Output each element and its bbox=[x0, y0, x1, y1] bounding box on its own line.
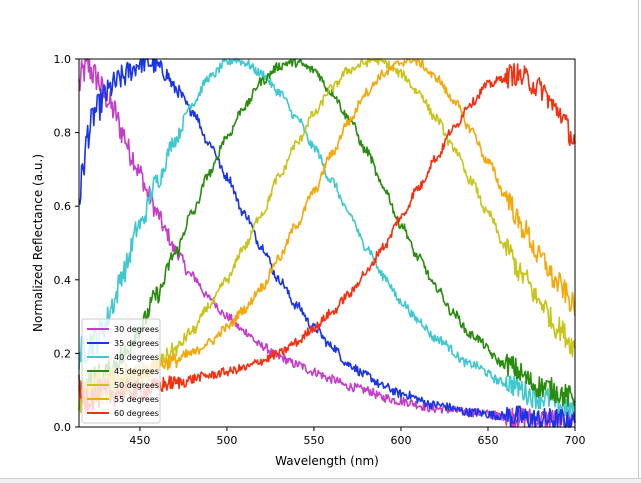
x-tick-label: 650 bbox=[477, 434, 498, 447]
x-tick-label: 500 bbox=[216, 434, 237, 447]
legend-entry: 35 degrees bbox=[114, 339, 159, 348]
y-tick-label: 0.6 bbox=[54, 200, 72, 213]
series-line-40-degrees bbox=[78, 58, 576, 418]
legend-entry: 60 degrees bbox=[114, 409, 159, 418]
legend-entry: 50 degrees bbox=[114, 381, 159, 390]
window-bottom-strip bbox=[0, 478, 641, 483]
series-line-50-degrees bbox=[78, 58, 576, 413]
y-tick-label: 0.4 bbox=[54, 274, 72, 287]
window-right-border bbox=[638, 0, 639, 483]
legend-entry: 55 degrees bbox=[114, 395, 159, 404]
legend-entry: 30 degrees bbox=[114, 325, 159, 334]
legend-entry: 45 degrees bbox=[114, 367, 159, 376]
x-tick-label: 700 bbox=[565, 434, 586, 447]
x-axis-ticks: 450 500 550 600 650 700 bbox=[129, 427, 586, 447]
x-tick-label: 450 bbox=[129, 434, 150, 447]
series-line-45-degrees bbox=[78, 58, 576, 407]
x-axis-label: Wavelength (nm) bbox=[275, 454, 379, 468]
y-tick-label: 0.8 bbox=[54, 127, 72, 140]
legend-entry: 40 degrees bbox=[114, 353, 159, 362]
x-tick-label: 550 bbox=[303, 434, 324, 447]
series-line-35-degrees bbox=[78, 58, 576, 428]
series-line-55-degrees bbox=[78, 58, 576, 405]
series-line-60-degrees bbox=[78, 62, 576, 414]
y-tick-label: 0.0 bbox=[54, 421, 72, 434]
y-tick-label: 0.2 bbox=[54, 347, 72, 360]
legend-box bbox=[81, 318, 161, 424]
x-tick-label: 600 bbox=[390, 434, 411, 447]
legend: 30 degrees 35 degrees 40 degrees 45 degrees… bbox=[81, 318, 161, 424]
y-axis-ticks: 0.0 0.2 0.4 0.6 0.8 1.0 bbox=[54, 53, 79, 434]
series-layer bbox=[78, 58, 576, 428]
y-tick-label: 1.0 bbox=[54, 53, 72, 66]
axes-frame bbox=[78, 58, 576, 428]
y-axis-label: Normalized Reflectance (a.u.) bbox=[31, 154, 45, 332]
